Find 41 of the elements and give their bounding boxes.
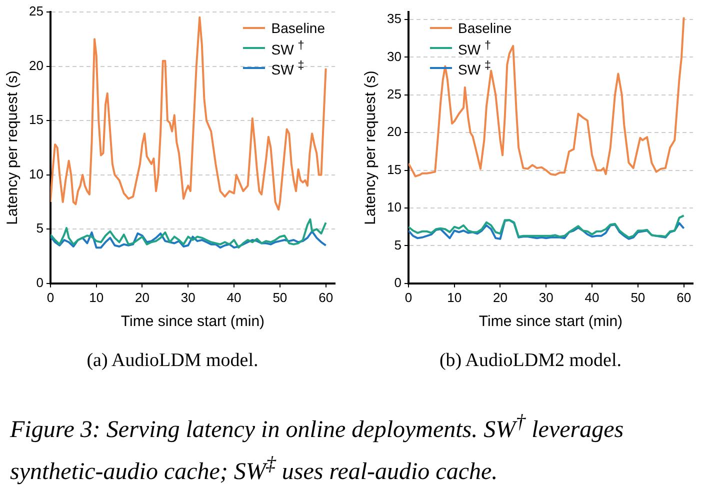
y-tick-label: 5 <box>394 237 402 252</box>
x-axis-title: Time since start (min) <box>478 313 623 330</box>
y-tick-label: 15 <box>28 112 44 128</box>
x-tick-label: 10 <box>447 290 462 305</box>
x-tick-label: 10 <box>89 290 104 305</box>
y-tick-label: 25 <box>28 4 44 19</box>
y-tick-label: 25 <box>386 86 402 102</box>
x-tick-label: 40 <box>584 290 600 305</box>
x-tick-label: 60 <box>318 290 334 305</box>
x-axis-title: Time since start (min) <box>120 313 265 330</box>
x-tick-label: 50 <box>272 290 288 305</box>
y-tick-label: 10 <box>386 200 402 215</box>
y-tick-label: 20 <box>386 124 402 140</box>
x-tick-label: 0 <box>46 290 54 305</box>
legend-label: Baseline <box>458 20 512 36</box>
y-axis-title: Latency per request (s) <box>4 70 22 225</box>
y-tick-label: 0 <box>394 274 402 290</box>
x-tick-label: 0 <box>404 290 412 305</box>
legend-label: SW $^{†}$ <box>458 38 491 58</box>
y-tick-label: 10 <box>28 166 44 182</box>
x-tick-label: 60 <box>676 290 692 305</box>
x-tick-label: 50 <box>630 290 646 305</box>
x-tick-label: 40 <box>226 290 242 305</box>
y-tick-label: 15 <box>386 162 402 177</box>
y-tick-label: 35 <box>386 11 402 26</box>
y-tick-label: 20 <box>28 58 44 73</box>
x-tick-label: 30 <box>538 290 554 305</box>
legend-label: SW $^{‡}$ <box>458 58 491 78</box>
legend-label: SW $^{†}$ <box>271 38 304 58</box>
x-tick-label: 20 <box>493 290 508 305</box>
y-tick-label: 5 <box>36 220 44 236</box>
text: Figure 3: Serving latency in online deployments. SW$^{†}$ leverages synthetic-audio cache; SW$^{‡}$ uses real-audio cache. <box>10 411 624 485</box>
x-tick-label: 30 <box>180 290 196 305</box>
legend-label: SW $^{‡}$ <box>271 58 304 78</box>
y-axis-title: Latency per request (s) <box>362 70 380 225</box>
text: (a) AudioLDM model. <box>86 350 260 372</box>
text: (b) AudioLDM2 model. <box>438 350 623 372</box>
y-tick-label: 0 <box>36 274 44 290</box>
y-tick-label: 30 <box>386 48 402 64</box>
x-tick-label: 20 <box>135 290 150 305</box>
legend-label: Baseline <box>271 20 325 36</box>
